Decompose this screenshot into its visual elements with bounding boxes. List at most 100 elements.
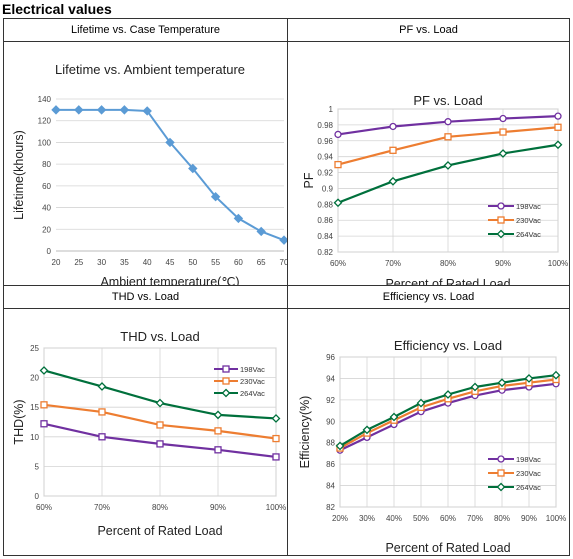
data-point [40, 401, 48, 409]
y-tick-label: 20 [30, 374, 39, 383]
x-tick-label: 40% [386, 514, 402, 523]
data-point [443, 390, 453, 399]
x-tick-label: 30 [97, 258, 106, 267]
data-point [498, 149, 508, 158]
chart-title: PF vs. Load [413, 93, 482, 108]
y-tick-label: 25 [30, 344, 39, 353]
y-tick-label: 88 [326, 439, 335, 448]
legend-marker [221, 388, 231, 398]
y-tick-label: 15 [30, 403, 39, 412]
data-point [214, 427, 222, 435]
y-tick-label: 120 [38, 117, 52, 126]
efficiency-panel: Efficiency vs. Load Efficiency vs. Load 8… [287, 285, 570, 556]
y-tick-label: 0.82 [317, 248, 333, 257]
y-tick-label: 140 [38, 95, 52, 104]
legend-marker [496, 482, 506, 492]
lifetime-panel: Lifetime vs. Case Temperature Lifetime v… [3, 18, 288, 286]
legend-marker [497, 455, 505, 463]
data-point [389, 146, 397, 154]
y-tick-label: 94 [326, 374, 335, 383]
x-tick-label: 100% [546, 514, 566, 523]
x-tick-label: 20% [332, 514, 348, 523]
x-tick-label: 25 [74, 258, 83, 267]
legend-marker [497, 202, 505, 210]
data-point [333, 198, 343, 208]
y-tick-label: 96 [326, 353, 335, 362]
x-tick-label: 100% [548, 259, 568, 268]
data-point [119, 105, 130, 115]
efficiency-panel-header: Efficiency vs. Load [288, 286, 569, 309]
x-tick-label: 45 [166, 258, 175, 267]
data-point [210, 192, 221, 202]
data-point [388, 176, 398, 186]
legend-label: 230Vac [240, 377, 265, 386]
data-point [279, 235, 287, 245]
data-point [256, 226, 266, 237]
legend-marker [497, 469, 505, 477]
chart-title: Efficiency vs. Load [394, 338, 502, 353]
legend-label: 230Vac [516, 469, 541, 478]
data-point [334, 130, 342, 139]
data-point [554, 123, 562, 131]
legend-label: 264Vac [240, 389, 265, 398]
x-tick-label: 90% [521, 514, 537, 523]
x-tick-label: 40 [143, 258, 152, 267]
page-title: Electrical values [2, 1, 112, 17]
x-tick-label: 60 [234, 258, 243, 267]
series-line [56, 108, 285, 242]
legend-label: 198Vac [516, 202, 541, 211]
x-tick-label: 20 [52, 258, 61, 267]
y-tick-label: 0.98 [317, 121, 333, 130]
legend-marker [496, 229, 506, 239]
x-tick-label: 30% [359, 514, 375, 523]
x-tick-label: 70 [280, 258, 287, 267]
data-point [98, 408, 106, 416]
legend-marker [222, 365, 230, 373]
data-point [334, 160, 342, 169]
data-point [272, 453, 280, 461]
data-point [389, 122, 397, 131]
data-point [51, 105, 61, 115]
y-tick-label: 10 [30, 433, 39, 442]
data-point [156, 440, 164, 448]
data-point [98, 433, 106, 441]
data-point [524, 374, 534, 383]
chart-title: Lifetime vs. Ambient temperature [55, 62, 245, 77]
y-tick-label: 82 [326, 503, 335, 512]
data-point [233, 213, 244, 224]
x-tick-label: 50% [413, 514, 429, 523]
x-tick-label: 35 [120, 258, 129, 267]
data-point [165, 137, 175, 148]
legend-label: 198Vac [516, 455, 541, 464]
pf-panel-header: PF vs. Load [288, 19, 569, 42]
legend-marker [222, 377, 230, 385]
data-point [443, 160, 453, 170]
chart-title: THD vs. Load [120, 329, 199, 344]
data-point [553, 140, 563, 150]
y-tick-label: 0.96 [317, 137, 333, 146]
x-tick-label: 50 [188, 258, 197, 267]
data-point [213, 410, 223, 420]
x-tick-label: 80% [152, 503, 168, 512]
x-tick-label: 90% [210, 503, 226, 512]
x-axis-label: Ambient temperature(℃) [100, 275, 239, 285]
y-tick-label: 90 [326, 417, 335, 426]
thd-panel-header: THD vs. Load [4, 286, 287, 309]
x-tick-label: 70% [94, 503, 110, 512]
pf-panel: PF vs. Load PF vs. Load 0.82 0.84 0.86 0.88 0… [287, 18, 570, 286]
data-point [214, 446, 222, 454]
data-point [97, 382, 107, 391]
x-tick-label: 80% [440, 259, 456, 268]
data-point [142, 106, 152, 116]
y-tick-label: 92 [326, 396, 335, 405]
x-tick-label: 60% [330, 259, 346, 268]
x-axis-label: Percent of Rated Load [385, 277, 510, 285]
data-point [96, 105, 107, 115]
y-tick-label: 84 [326, 482, 335, 491]
y-tick-label: 1 [329, 105, 334, 114]
data-point [499, 128, 507, 136]
y-axis-label: Lifetime(khours) [12, 130, 26, 220]
data-point [444, 118, 452, 126]
lifetime-chart: Lifetime vs. Ambient temperature02040608… [12, 62, 287, 285]
y-tick-label: 0.88 [317, 200, 333, 209]
